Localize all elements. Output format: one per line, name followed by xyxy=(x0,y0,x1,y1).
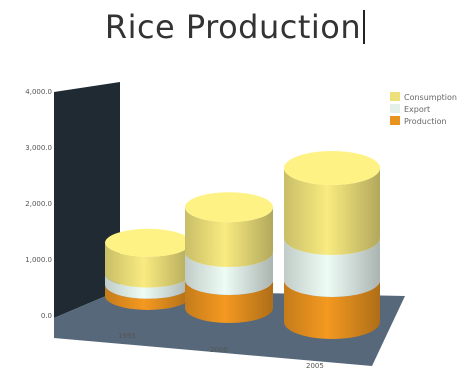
bar-segment-production-1995 xyxy=(105,284,191,310)
x-tick-label: 2005 xyxy=(306,362,324,368)
y-tick-label: 0.0 xyxy=(41,312,52,320)
bar-segment-production-2000 xyxy=(185,280,273,323)
bar-top-1995 xyxy=(105,228,191,257)
bar-segment-production-2005 xyxy=(284,280,380,339)
bar-segment-consumption-1995 xyxy=(105,242,191,288)
chart-title: Rice Production xyxy=(104,8,362,46)
legend-swatch-production xyxy=(390,116,400,125)
y-tick-label: 3,000.0 xyxy=(25,144,52,152)
legend: Consumption Export Production xyxy=(390,92,457,126)
y-tick-label: 2,000.0 xyxy=(25,200,52,208)
text-cursor xyxy=(363,10,366,44)
y-tick-label: 1,000.0 xyxy=(25,256,52,264)
x-tick-label: 2000 xyxy=(210,346,228,354)
y-tick-label: 4,000.0 xyxy=(25,88,52,96)
x-axis: 1995 2000 2005 xyxy=(118,332,324,368)
legend-swatch-export xyxy=(390,104,400,113)
bar-2005 xyxy=(284,151,380,339)
x-tick-label: 1995 xyxy=(118,332,136,340)
bar-segment-consumption-2005 xyxy=(284,168,380,255)
chart-bars xyxy=(105,151,380,339)
legend-swatch-consumption xyxy=(390,92,400,101)
bar-1995 xyxy=(105,228,191,310)
legend-label-production: Production xyxy=(404,117,447,126)
legend-label-export: Export xyxy=(404,105,430,114)
bar-segment-export-2000 xyxy=(185,252,273,295)
bar-top-2005 xyxy=(284,151,380,185)
bar-top-2000 xyxy=(185,192,273,223)
bar-segment-export-1995 xyxy=(105,273,191,299)
chart-title-wrap: Rice Production xyxy=(0,8,470,46)
bar-2000 xyxy=(185,192,273,323)
back-wall xyxy=(54,82,120,318)
bar-segment-export-2005 xyxy=(284,238,380,297)
legend-label-consumption: Consumption xyxy=(404,93,457,102)
bar-segment-consumption-2000 xyxy=(185,207,273,267)
y-axis: 0.0 1,000.0 2,000.0 3,000.0 4,000.0 xyxy=(25,88,52,320)
